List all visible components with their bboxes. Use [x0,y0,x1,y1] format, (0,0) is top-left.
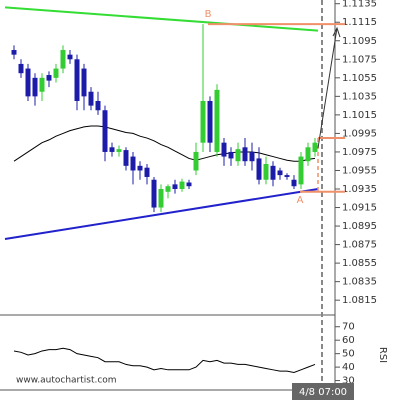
candle-body [158,189,164,208]
candle-body [11,50,17,55]
y-tick-label: 1.1015 [342,110,377,121]
candle-body [46,75,52,81]
candle-body [284,175,290,177]
y-tick-label: 1.0975 [342,147,377,158]
candle-body [305,147,311,162]
candle-body [130,156,136,171]
y-tick-label: 1.0995 [342,128,377,139]
rsi-tick-label: 30 [342,376,355,387]
candle-body [144,167,150,177]
rsi-tick-label: 40 [342,362,355,373]
candle-body [179,181,185,189]
watermark: www.autochartist.com [16,376,117,386]
y-tick-label: 1.1115 [342,17,377,28]
candle-body [298,156,304,185]
candle-body [249,151,255,162]
rsi-tick-label: 50 [342,349,355,360]
y-tick-label: 1.1035 [342,91,377,102]
time-label-box [292,383,354,400]
y-tick-label: 1.0915 [342,203,377,214]
candle-body [67,54,73,60]
candle-body [53,68,59,78]
candle-body [235,149,241,162]
rsi-tick-label: 60 [342,335,355,346]
candle-body [312,142,318,152]
y-tick-label: 1.1095 [342,36,377,47]
candle-body [256,158,262,180]
candle-body [277,170,283,176]
candle-body [25,68,31,97]
rsi-label: RSI [377,347,388,363]
candle-body [214,89,220,152]
x-tick-label: 4/8 07:00 [299,387,347,398]
candle-body [18,63,24,74]
rsi-line [13,347,316,374]
y-tick-label: 1.0815 [342,295,377,306]
candle-body [165,186,171,192]
candle-body [39,77,45,92]
forecast-arrow [317,28,338,149]
candle-body [263,163,269,180]
candle-body [116,149,122,152]
candle-body [60,50,66,69]
y-tick-label: 1.1075 [342,54,377,65]
y-tick-label: 1.1055 [342,73,377,84]
candle-body [95,100,101,111]
candle-body [151,179,157,208]
candle-body [270,165,276,180]
rsi-tick-label: 70 [342,322,355,333]
candle-body [137,165,143,171]
trendline [4,6,319,32]
candle-body [200,100,206,143]
level-label: B [205,9,212,20]
candle-body [88,91,94,106]
candle-body [221,142,227,157]
y-tick-label: 1.0835 [342,277,377,288]
candle-body [74,59,80,101]
candle-body [242,147,248,162]
y-tick-label: 1.0875 [342,240,377,251]
candle-body [32,77,38,97]
trendline [4,188,319,241]
level-label: A [297,195,304,206]
candle-body [109,147,115,152]
candle-body [172,184,178,189]
candle-body [81,68,87,97]
candle-body [228,151,234,159]
candle-body [123,150,129,166]
candle-body [186,182,192,187]
candle-body [207,100,213,143]
y-tick-label: 1.0895 [342,221,377,232]
candle-body [291,179,297,187]
y-tick-label: 1.1135 [342,0,377,10]
candle-body [102,110,108,152]
moving-average [13,125,316,162]
y-tick-label: 1.0955 [342,165,377,176]
candle-body [193,151,199,171]
forecast-arrowhead [332,26,341,38]
y-tick-label: 1.0935 [342,184,377,195]
y-tick-label: 1.0855 [342,258,377,269]
